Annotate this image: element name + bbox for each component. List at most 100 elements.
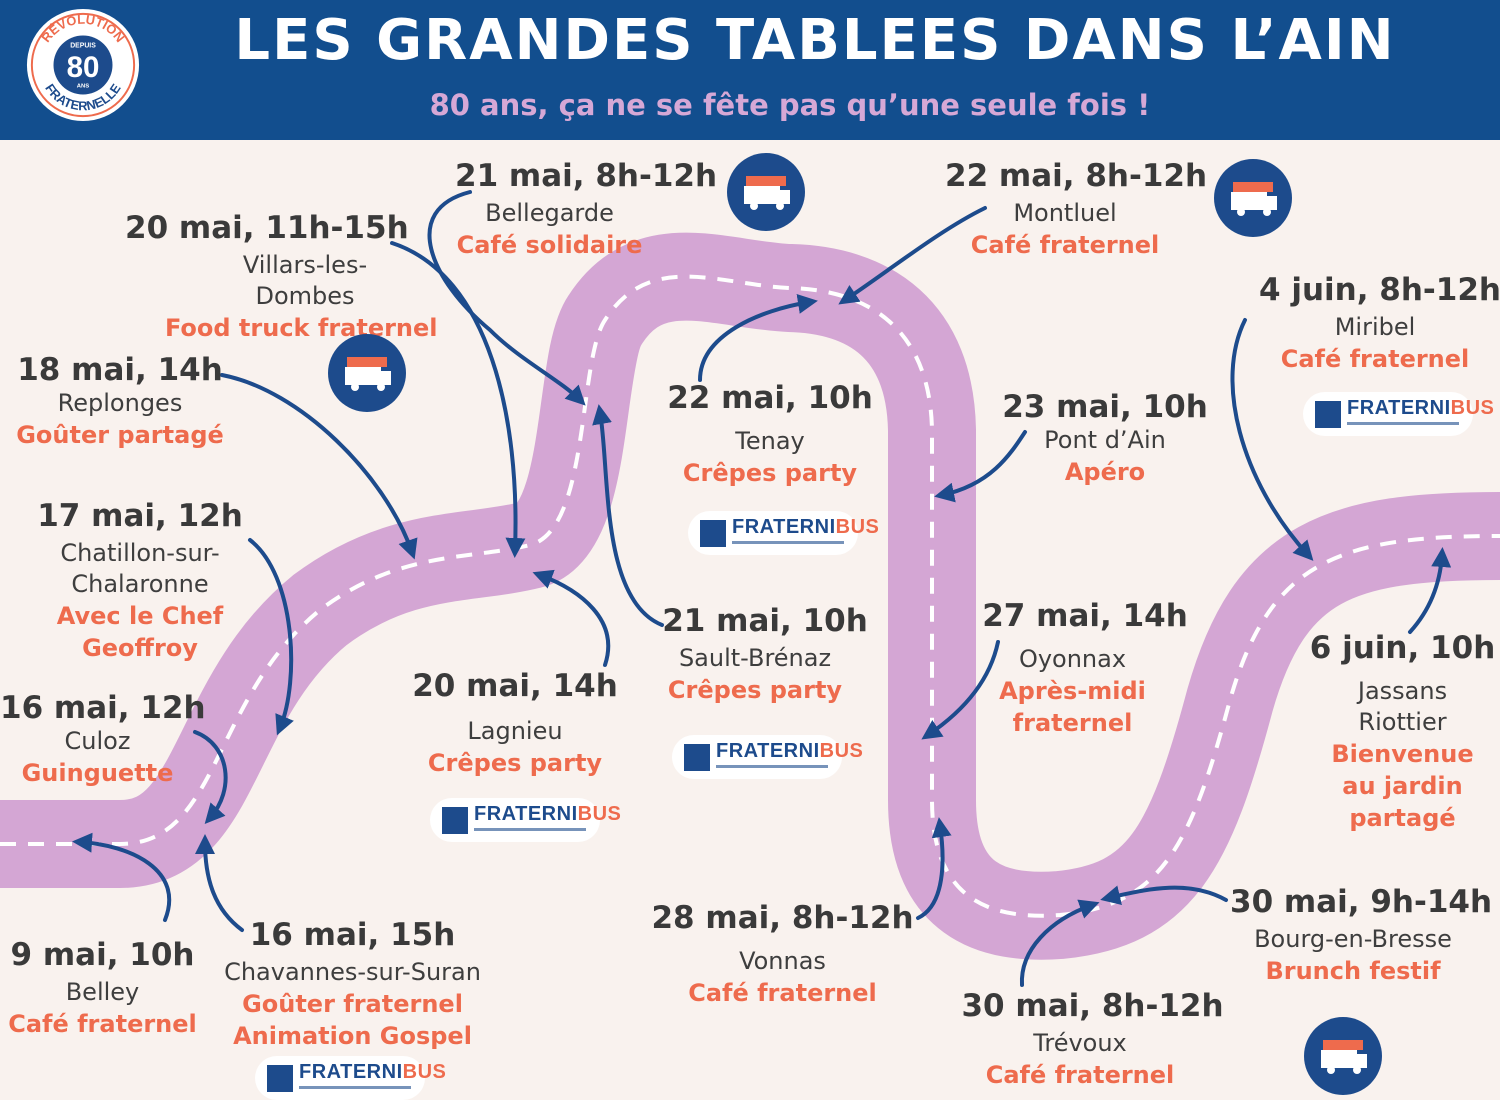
event-date: 16 mai, 15h	[249, 917, 456, 953]
arrow-tenay	[698, 294, 818, 382]
arrow-lagnieu	[532, 569, 611, 667]
event-bellegarde: 21 mai, 8h-12h Bellegarde Café solidaire	[455, 158, 718, 261]
event-bourg: 30 mai, 9h-14h Bourg-en-Bresse Brunch fe…	[1230, 884, 1492, 987]
event-activity: Guinguette	[21, 759, 174, 787]
event-activity: Crêpes party	[682, 459, 858, 487]
event-activity: Café fraternel	[688, 979, 877, 1007]
event-place: Chavannes-sur-Suran	[224, 958, 481, 986]
event-place: Tenay	[735, 427, 805, 455]
svg-text:ANS: ANS	[77, 84, 90, 90]
event-place: Replonges	[57, 389, 183, 417]
event-place: Bourg-en-Bresse	[1254, 925, 1452, 953]
svg-text:80: 80	[67, 51, 100, 84]
event-activity: Café fraternel	[1280, 345, 1470, 373]
arrow-replonges	[220, 373, 418, 560]
arrow-jassans	[1408, 547, 1452, 634]
event-activity-2: Geoffroy	[82, 634, 198, 662]
event-oyonnax: 27 mai, 14h Oyonnax Après-midi fraternel	[980, 598, 1190, 739]
event-tenay: 22 mai, 10h Tenay Crêpes party	[665, 380, 875, 489]
event-place: Bellegarde	[485, 199, 614, 227]
arrow-sault	[592, 404, 664, 627]
fraternibus-logo-tenay: FRATERNIBUS	[688, 511, 879, 555]
event-montluel: 22 mai, 8h-12h Montluel Café fraternel	[945, 158, 1208, 261]
event-place: Vonnas	[739, 947, 826, 975]
event-place: Montluel	[1013, 199, 1117, 227]
arrow-montluel	[838, 206, 987, 305]
event-activity: Goûter partagé	[16, 421, 224, 449]
road-path	[0, 232, 1500, 960]
event-place: Miribel	[1334, 313, 1416, 341]
event-replonges: 18 mai, 14h Replonges Goûter partagé	[10, 352, 230, 451]
event-sault: 21 mai, 10h Sault-Brénaz Crêpes party	[660, 603, 870, 706]
food-truck-icon	[1214, 159, 1292, 237]
event-date: 17 mai, 12h	[37, 498, 243, 534]
arrow-chavannes	[195, 834, 244, 932]
event-date: 4 juin, 8h-12h	[1258, 272, 1500, 308]
event-activity-2: fraternel	[1012, 709, 1133, 737]
event-date: 21 mai, 8h-12h	[455, 158, 718, 194]
event-activity: Café solidaire	[456, 231, 643, 259]
event-place: Lagnieu	[467, 717, 563, 745]
event-date: 6 juin, 10h	[1309, 630, 1496, 666]
event-activity: Brunch festif	[1265, 957, 1441, 985]
event-place: Sault-Brénaz	[678, 644, 832, 672]
event-activity: Crêpes party	[667, 676, 843, 704]
event-miribel: 4 juin, 8h-12h Miribel Café fraternel	[1255, 272, 1500, 375]
event-activity: Goûter fraternel	[242, 990, 463, 1018]
header-banner: RÉVOLUTION FRATERNELLE DEPUIS 80 ANS LES…	[0, 0, 1500, 140]
event-activity: Apéro	[1064, 458, 1146, 486]
event-vonnas: 28 mai, 8h-12h Vonnas Café fraternel	[650, 900, 915, 1009]
event-date: 22 mai, 10h	[667, 380, 873, 416]
food-truck-icon	[727, 153, 805, 231]
event-date: 20 mai, 14h	[412, 668, 618, 704]
event-place: Trévoux	[1033, 1029, 1127, 1057]
event-place-2: Riottier	[1358, 708, 1447, 736]
event-activity-2: Animation Gospel	[233, 1022, 472, 1050]
arrow-bourg	[1100, 885, 1228, 905]
event-activity: Café fraternel	[8, 1010, 197, 1038]
food-truck-icon	[328, 334, 406, 412]
event-date: 16 mai, 12h	[0, 690, 206, 726]
arrow-vonnas	[916, 817, 952, 920]
event-belley: 9 mai, 10h Belley Café fraternel	[5, 937, 200, 1040]
event-lagnieu: 20 mai, 14h Lagnieu Crêpes party	[410, 668, 620, 779]
fraternibus-logo-sault: FRATERNIBUS	[672, 735, 863, 779]
arrow-bellegarde	[427, 190, 586, 406]
event-date: 27 mai, 14h	[982, 598, 1188, 634]
event-activity: Food truck fraternel	[165, 314, 438, 342]
event-activity: Crêpes party	[427, 749, 603, 777]
event-activity: Café fraternel	[985, 1061, 1175, 1089]
event-place-2: Chalaronne	[71, 570, 209, 598]
event-place: Villars-les-Dombes	[242, 251, 368, 310]
event-date: 21 mai, 10h	[662, 603, 868, 639]
arrow-villars	[390, 241, 526, 558]
arrow-belley	[72, 832, 172, 922]
event-activity: Bienvenue	[1331, 740, 1474, 768]
event-place: Pont d’Ain	[1044, 426, 1166, 454]
fraternibus-logo-miribel: FRATERNIBUS	[1303, 392, 1494, 436]
road-map	[0, 190, 1500, 987]
event-place: Chatillon-sur-	[60, 539, 220, 567]
fraternibus-logo-lagnieu: FRATERNIBUS	[430, 798, 621, 842]
event-activity-3: partagé	[1349, 804, 1456, 832]
arrow-chatillon	[248, 538, 294, 736]
event-trevoux: 30 mai, 8h-12h Trévoux Café fraternel	[960, 988, 1225, 1091]
event-activity: Après-midi	[999, 677, 1146, 705]
event-date: 18 mai, 14h	[17, 352, 223, 388]
event-culoz: 16 mai, 12h Culoz Guinguette	[0, 690, 206, 789]
event-date: 22 mai, 8h-12h	[945, 158, 1208, 194]
svg-text:DEPUIS: DEPUIS	[70, 42, 96, 49]
event-date: 20 mai, 11h-15h	[125, 210, 409, 246]
event-pontdain: 23 mai, 10h Pont d’Ain Apéro	[1000, 389, 1210, 488]
fraternibus-logo-chavannes: FRATERNIBUS	[255, 1056, 446, 1100]
event-date: 9 mai, 10h	[10, 937, 195, 973]
arrow-trevoux	[1019, 899, 1100, 987]
anniversary-logo: RÉVOLUTION FRATERNELLE DEPUIS 80 ANS	[26, 8, 140, 122]
arrow-oyonnax	[921, 640, 1000, 740]
page-title: LES GRANDES TABLEES DANS L’AIN	[234, 8, 1396, 73]
event-chatillon: 17 mai, 12h Chatillon-sur- Chalaronne Av…	[35, 498, 245, 664]
arrow-pontdain	[934, 430, 1027, 503]
arrow-culoz	[193, 730, 228, 824]
event-date: 23 mai, 10h	[1002, 389, 1208, 425]
arrow-miribel	[1230, 318, 1314, 561]
